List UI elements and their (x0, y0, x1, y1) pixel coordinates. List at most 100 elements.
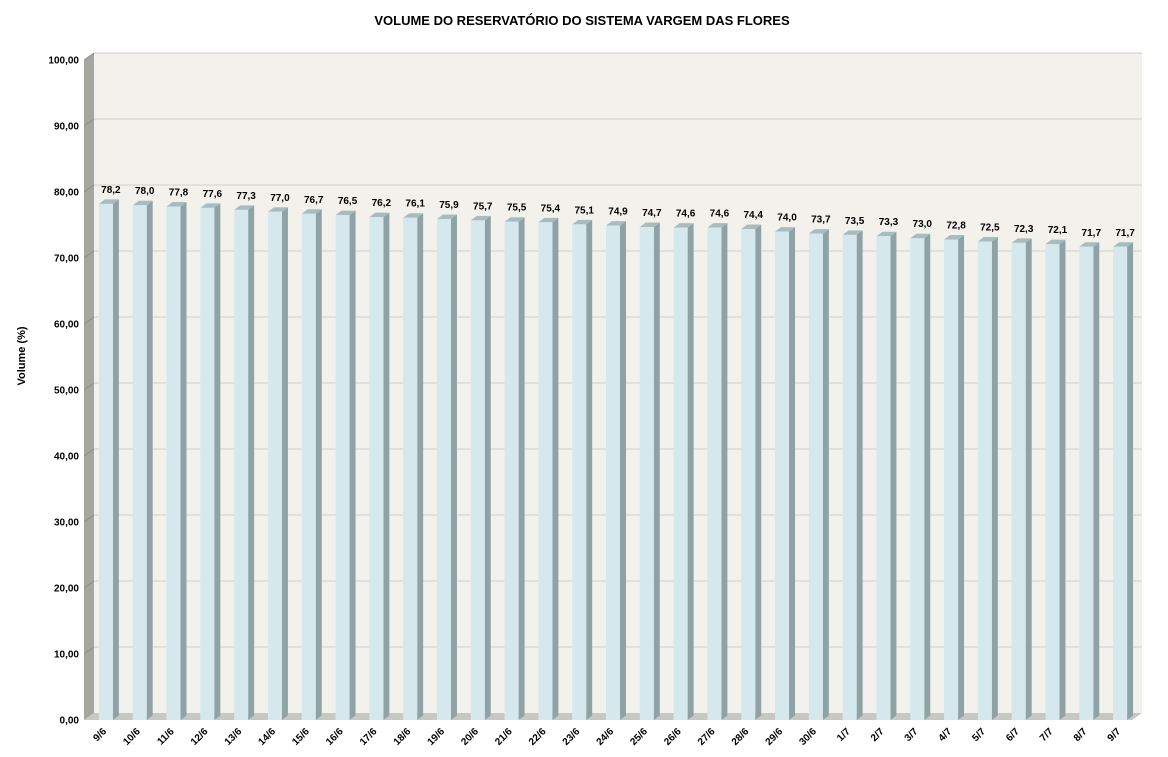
bar-top (910, 233, 931, 239)
x-tick-label: 2/7 (869, 726, 887, 744)
bar-top (572, 219, 593, 225)
bar (808, 233, 823, 720)
bar (436, 219, 451, 720)
bar (775, 231, 790, 720)
data-label: 74,6 (676, 209, 696, 220)
bar-top (775, 227, 796, 232)
data-label: 72,3 (1014, 224, 1034, 235)
bar-side (214, 203, 221, 721)
bar (1079, 246, 1094, 720)
bar-top (132, 200, 153, 206)
x-tick-label: 17/6 (358, 726, 380, 748)
x-tick-label: 9/7 (1106, 726, 1124, 744)
bar-top (1079, 242, 1100, 247)
data-label: 75,4 (541, 203, 561, 214)
data-label: 78,2 (101, 185, 121, 196)
bar-top (335, 210, 356, 216)
y-tick-label: 50,00 (54, 386, 79, 397)
bar-top (741, 224, 762, 229)
bar-side (450, 214, 457, 720)
y-tick-label: 60,00 (54, 320, 79, 331)
bar (639, 226, 654, 721)
x-tick-label: 11/6 (155, 726, 176, 747)
bar-side (620, 221, 626, 720)
bar-side (755, 224, 762, 720)
bar-side (890, 231, 897, 720)
bar-side (1059, 239, 1066, 720)
bar-side (417, 213, 424, 721)
bar-side (315, 209, 322, 720)
x-tick-label: 25/6 (628, 726, 650, 748)
bar-top (166, 202, 187, 207)
gridline-side (83, 52, 95, 61)
bar (673, 227, 688, 720)
bar (741, 228, 756, 720)
bar-top (1113, 242, 1134, 247)
bar-side (1025, 238, 1032, 720)
bar-top (639, 222, 660, 227)
bar-side (822, 229, 829, 720)
data-label: 78,0 (135, 186, 155, 197)
data-label: 74,9 (608, 207, 628, 218)
data-label: 71,7 (1082, 228, 1102, 239)
data-label: 73,7 (811, 215, 831, 226)
bar (572, 224, 587, 720)
bar-top (876, 231, 897, 237)
y-tick-label: 0,00 (60, 716, 80, 727)
gridline-side (83, 316, 95, 325)
bar-side (484, 215, 491, 720)
bar (707, 227, 722, 720)
bar-top (977, 237, 998, 242)
bar-top (1045, 239, 1066, 245)
bar-top (504, 217, 525, 222)
bar-top (98, 199, 119, 204)
x-tick-label: 14/6 (257, 726, 279, 748)
bar (166, 206, 181, 720)
bar (335, 215, 350, 720)
bar-top (436, 214, 457, 220)
x-tick-label: 8/7 (1072, 726, 1090, 744)
data-label: 72,1 (1048, 225, 1068, 236)
bar-side (789, 227, 796, 720)
gridline-side (83, 382, 95, 391)
bar-top (301, 209, 322, 214)
data-label: 74,7 (642, 208, 662, 219)
bar-top (707, 223, 728, 228)
data-label: 74,0 (777, 213, 797, 224)
bar-side (721, 223, 728, 720)
data-label: 73,0 (913, 219, 933, 230)
data-label: 77,8 (169, 188, 189, 199)
bar (132, 205, 147, 720)
x-tick-label: 21/6 (493, 726, 515, 748)
y-tick-label: 10,00 (54, 650, 79, 661)
data-label: 76,7 (304, 195, 324, 206)
bar-top (673, 223, 694, 228)
bar-side (281, 207, 288, 721)
bar-side (1127, 242, 1134, 720)
data-label: 75,9 (439, 200, 459, 211)
data-label: 73,3 (879, 217, 899, 228)
bar-top (944, 235, 965, 240)
data-label: 77,0 (270, 193, 290, 204)
y-tick-label: 80,00 (54, 188, 79, 199)
bar (369, 217, 384, 720)
bar (910, 238, 925, 720)
bar-top (403, 213, 424, 218)
bar-side (248, 205, 255, 720)
bar (267, 211, 282, 721)
bar-side (1093, 242, 1100, 720)
bar-side (687, 223, 694, 720)
gridline-side (83, 646, 95, 655)
bar-top (369, 212, 390, 218)
data-label: 72,5 (980, 223, 1000, 234)
y-tick-label: 70,00 (54, 254, 79, 265)
bar-side (958, 235, 965, 720)
x-tick-label: 10/6 (121, 726, 143, 748)
data-label: 77,6 (203, 189, 223, 200)
x-tick-label: 15/6 (290, 726, 312, 748)
x-tick-label: 18/6 (392, 726, 414, 748)
plot-area: 0,00 10,00 20,00 30,00 40,00 50,00 60,00 70,00 8… (48, 52, 1142, 748)
bar-top (470, 215, 491, 221)
bar (944, 239, 959, 720)
bar-top (1011, 238, 1032, 243)
